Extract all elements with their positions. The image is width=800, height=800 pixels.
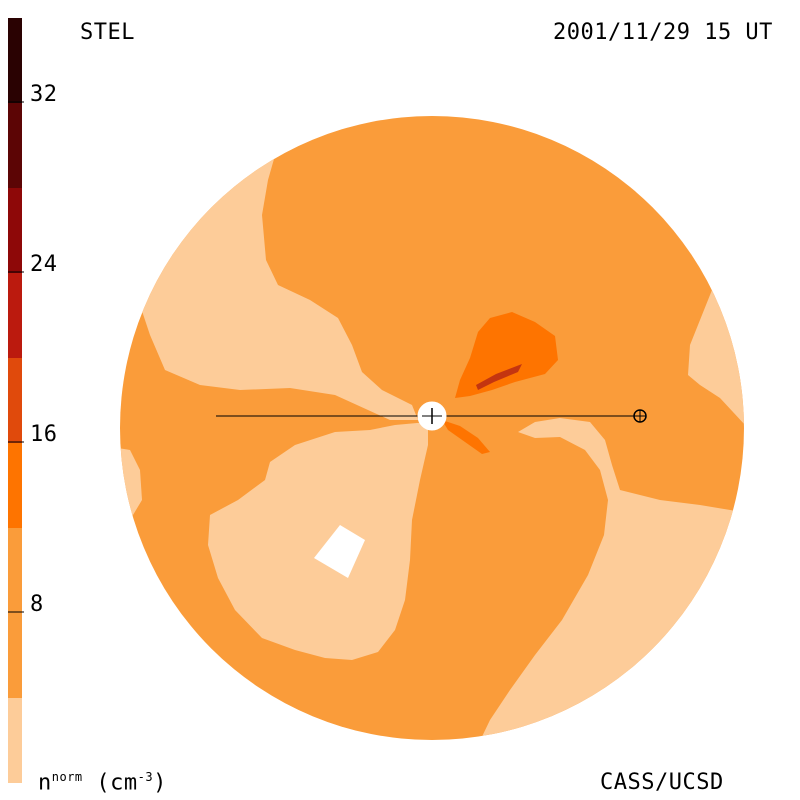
unit-open: (cm — [96, 770, 138, 796]
datetime-label: 2001/11/29 15 UT — [553, 20, 773, 45]
earth-marker — [633, 409, 647, 423]
no-data-patch — [314, 525, 365, 578]
streak-density-region — [442, 420, 490, 454]
colorbar-label-32: 32 — [30, 82, 58, 107]
colorbar-label-24: 24 — [30, 252, 58, 277]
colorbar-label-16: 16 — [30, 422, 58, 447]
colorbar-level-1 — [8, 698, 22, 783]
colorbar-level-5 — [8, 273, 22, 358]
instrument-label: STEL — [80, 20, 135, 45]
quantity-unit-label: nnorm (cm-3) — [38, 770, 167, 795]
colorbar-level-3 — [8, 443, 22, 528]
quantity-superscript: norm — [51, 770, 83, 784]
unit-close: ) — [153, 770, 167, 796]
quantity-symbol: n — [38, 770, 52, 796]
colorbar-label-8: 8 — [30, 592, 44, 617]
colorbar-level-7 — [8, 103, 22, 188]
peak-density-region — [476, 364, 522, 390]
colorbar-level-8 — [8, 18, 22, 103]
colorbar-level-6 — [8, 188, 22, 273]
orbit-markers — [216, 401, 647, 431]
sun-marker — [417, 401, 447, 431]
low-density-region-lower-left — [208, 422, 428, 660]
unit-superscript: -3 — [137, 770, 154, 784]
high-density-region — [455, 312, 558, 398]
colorbar — [8, 18, 24, 783]
colorbar-level-2 — [8, 528, 22, 698]
credit-label: CASS/UCSD — [600, 770, 724, 795]
colorbar-level-4 — [8, 358, 22, 443]
